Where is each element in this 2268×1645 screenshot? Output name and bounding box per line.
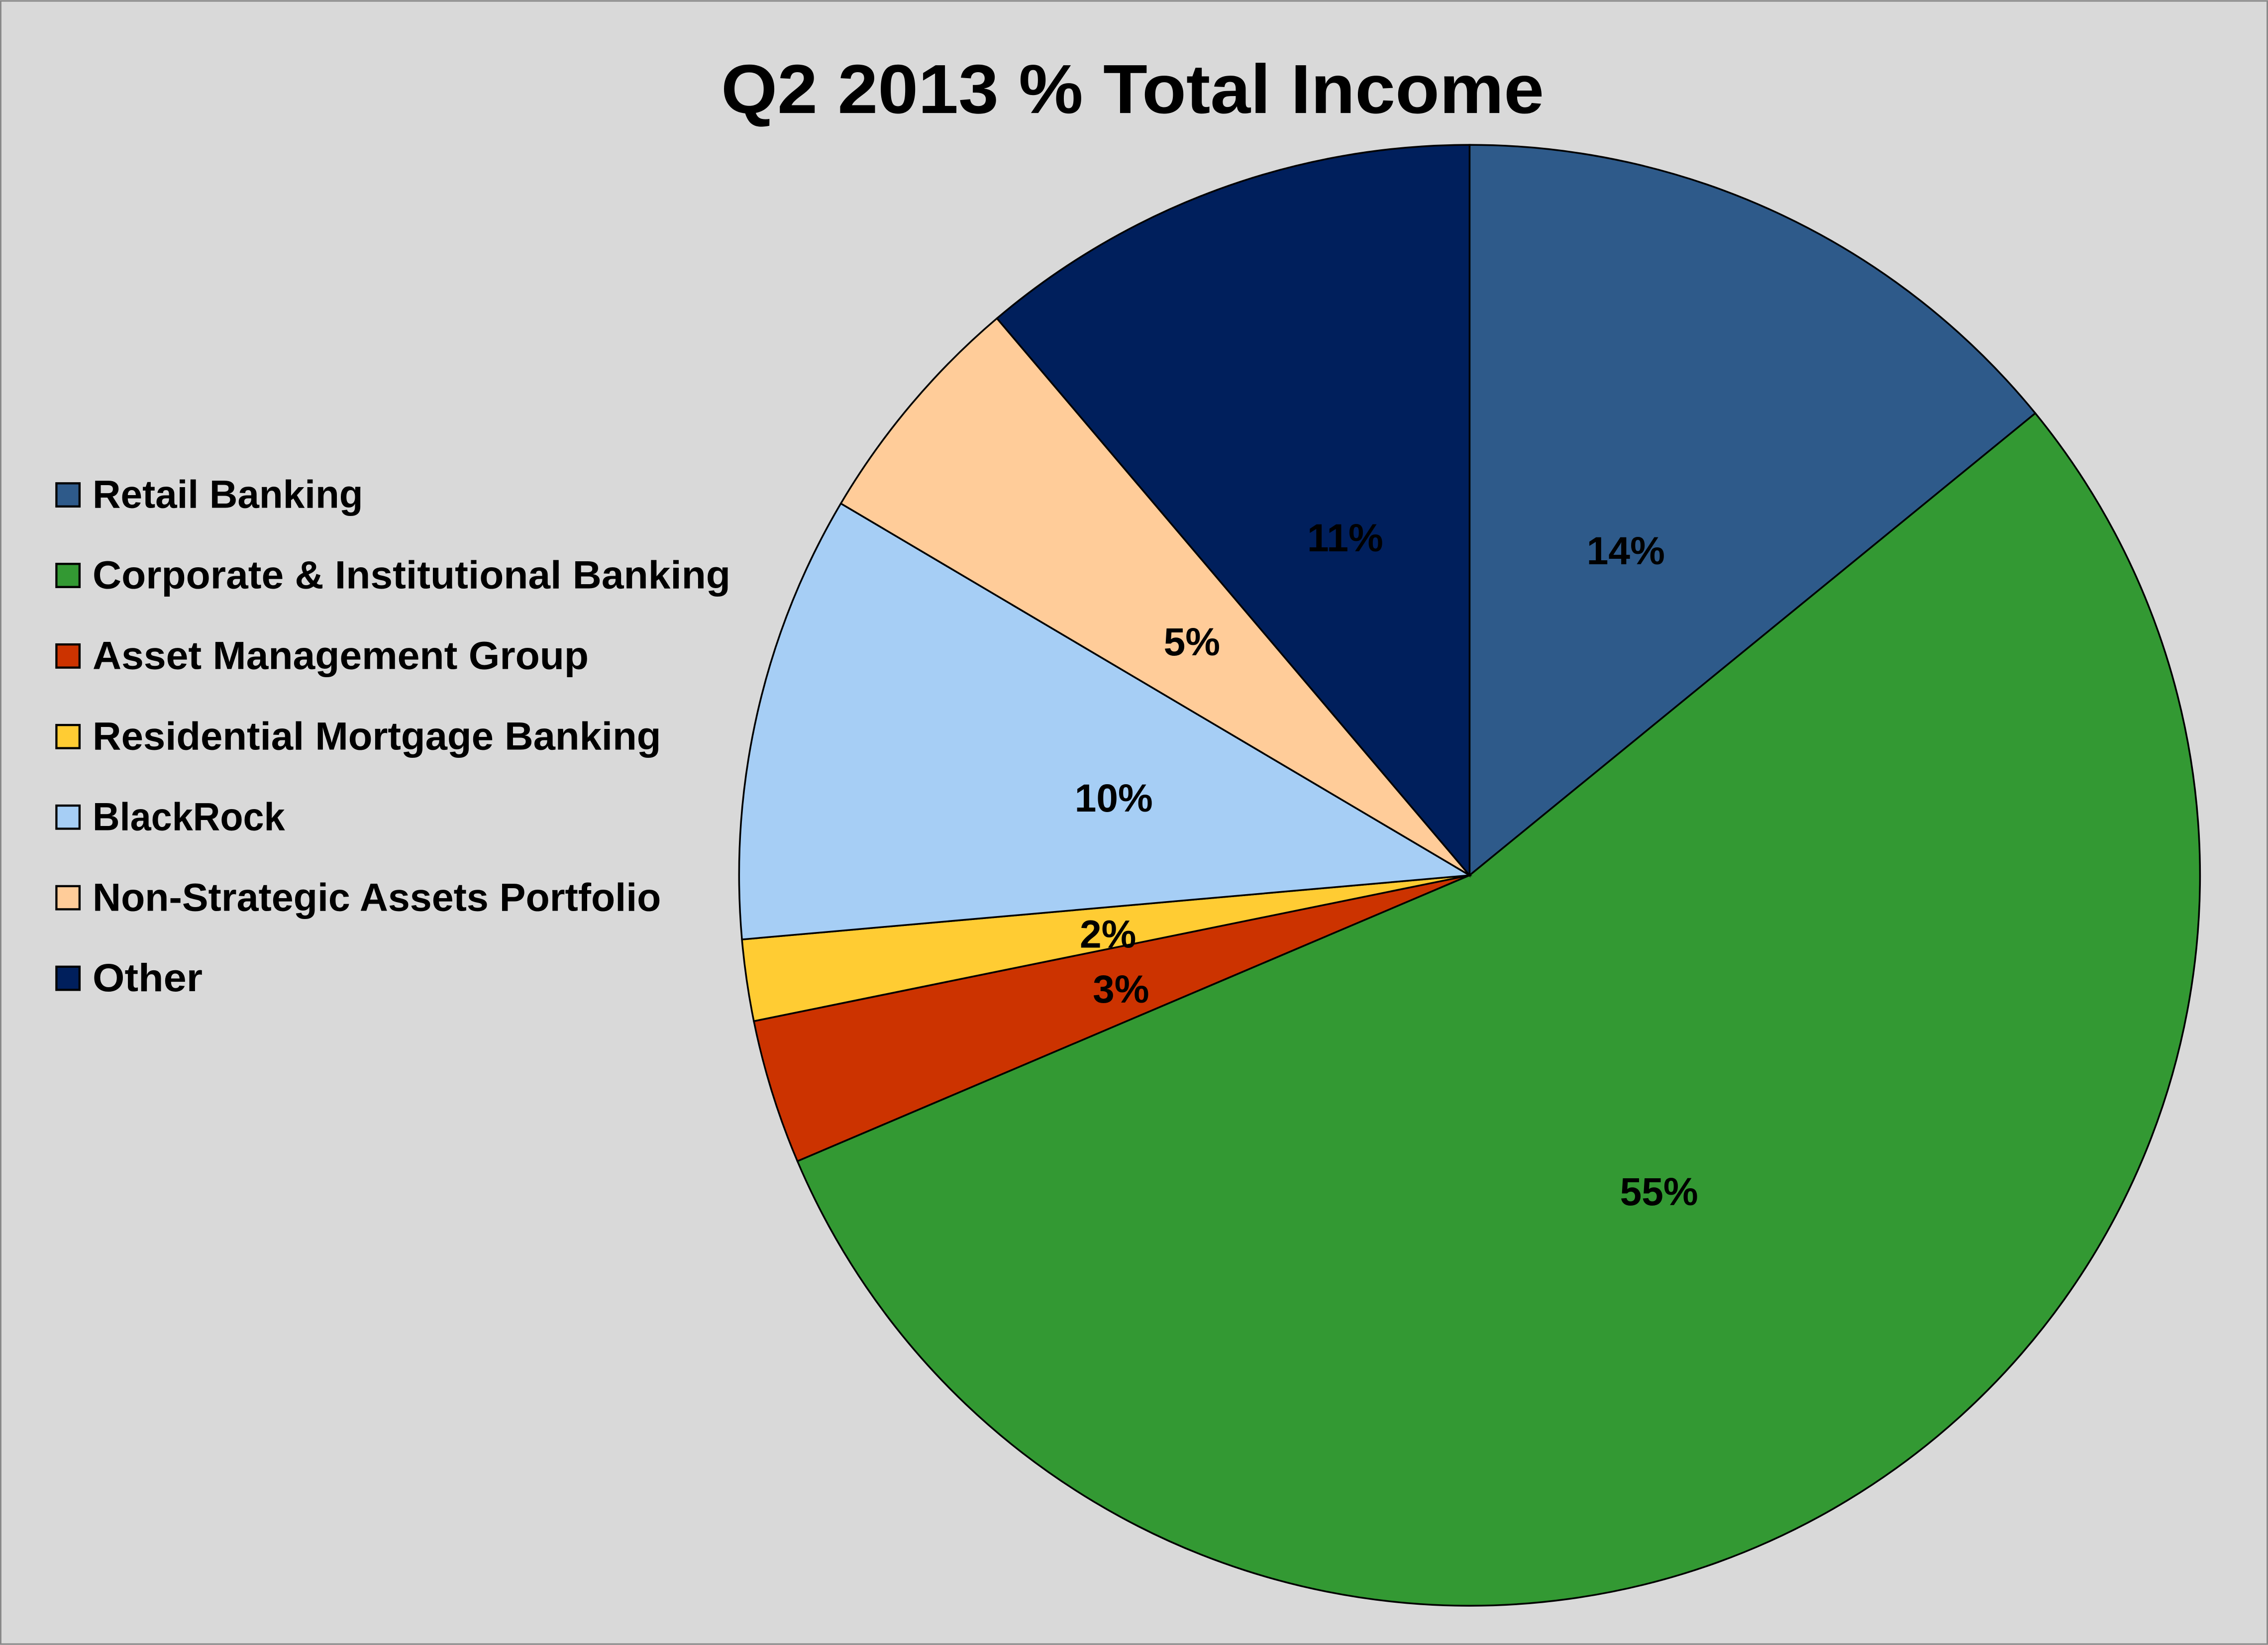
data-label-blackrock: 10% [1075,776,1153,820]
legend-swatch-other [55,965,81,991]
data-label-asset-management-group: 3% [1093,967,1149,1011]
legend: Retail Banking Corporate & Institutional … [55,473,730,1000]
pie-slices [738,144,2201,1607]
legend-swatch-corporate-institutional-banking [55,563,81,588]
legend-swatch-non-strategic-assets-portfolio [55,885,81,911]
legend-swatch-retail-banking [55,482,81,508]
legend-label-other: Other [93,956,203,1000]
legend-swatch-blackrock [55,804,81,830]
pie-slice-other [996,144,1471,878]
data-label-non-strategic-assets-portfolio: 5% [1164,620,1220,664]
chart-title: Q2 2013 % Total Income [721,50,1544,128]
legend-swatch-residential-mortgage-banking [55,723,81,749]
legend-swatch-asset-management-group [55,643,81,669]
legend-label-retail-banking: Retail Banking [93,473,363,516]
legend-label-residential-mortgage-banking: Residential Mortgage Banking [93,714,661,758]
legend-label-non-strategic-assets-portfolio: Non-Strategic Assets Portfolio [93,875,661,919]
pie-slice-blackrock [738,502,1472,940]
legend-label-blackrock: BlackRock [93,795,285,838]
data-label-corporate-institutional-banking: 55% [1620,1170,1698,1214]
legend-label-asset-management-group: Asset Management Group [93,634,589,678]
legend-label-corporate-institutional-banking: Corporate & Institutional Banking [93,553,730,597]
pie-slice-asset-management-group [752,874,1470,1162]
data-label-residential-mortgage-banking: 2% [1080,912,1136,956]
data-label-retail-banking: 14% [1587,529,1665,573]
data-labels: 14% 55% 3% 2% 10% 5% 11% [1075,516,1698,1214]
pie-slice-non-strategic-assets-portfolio [839,317,1470,876]
pie-slice-retail-banking [1468,144,2037,877]
pie-slice-corporate-institutional-banking [796,412,2201,1607]
data-label-other: 11% [1307,516,1383,560]
